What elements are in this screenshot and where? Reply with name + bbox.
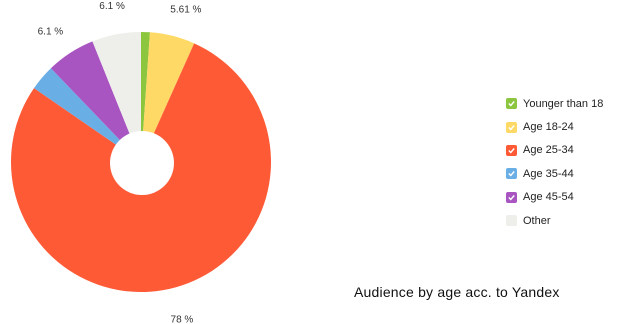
slice-data-label: 6.1 % xyxy=(99,1,125,12)
slice-data-label: 6.1 % xyxy=(38,26,64,37)
legend-label: Age 35-44 xyxy=(523,167,574,180)
pie-slice-other xyxy=(92,32,141,162)
pie-slice-age-35-44 xyxy=(34,68,142,162)
legend-swatch-check-icon xyxy=(506,191,517,203)
legend-swatch-check-icon xyxy=(506,168,517,180)
legend-item-age-25-34: Age 25-34 xyxy=(506,139,603,162)
legend-swatch-check-icon xyxy=(506,121,517,133)
legend-label: Age 18-24 xyxy=(523,121,574,134)
chart-legend: Younger than 18 Age 18-24 Age 25-34 Age … xyxy=(506,92,603,232)
pie-slice-younger-than-18 xyxy=(141,32,150,162)
donut-hole xyxy=(110,131,174,195)
pie-slice-age-18-24 xyxy=(141,32,195,162)
legend-label: Other xyxy=(523,214,551,227)
slice-data-label: 78 % xyxy=(171,314,194,324)
legend-swatch-empty xyxy=(506,215,517,227)
legend-label: Age 45-54 xyxy=(523,191,574,204)
legend-item-other: Other xyxy=(506,209,603,232)
legend-item-younger-than-18: Younger than 18 xyxy=(506,92,603,115)
legend-item-age-35-44: Age 35-44 xyxy=(506,162,603,185)
legend-item-age-45-54: Age 45-54 xyxy=(506,186,603,209)
legend-swatch-check-icon xyxy=(506,144,517,156)
legend-label: Age 25-34 xyxy=(523,144,574,157)
pie-slice-age-45-54 xyxy=(50,41,141,162)
chart-title: Audience by age acc. to Yandex xyxy=(354,284,560,300)
legend-item-age-18-24: Age 18-24 xyxy=(506,115,603,138)
legend-label: Younger than 18 xyxy=(523,97,604,110)
slice-data-label: 5.61 % xyxy=(170,5,201,16)
legend-swatch-check-icon xyxy=(506,98,517,110)
